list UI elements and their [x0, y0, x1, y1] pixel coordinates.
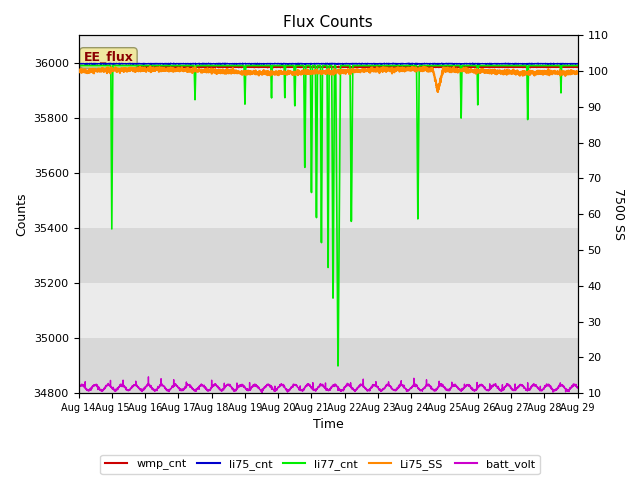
Li75_SS: [132, 69, 140, 75]
wmp_cnt: [132, 65, 140, 71]
X-axis label: Time: Time: [313, 419, 344, 432]
Bar: [79, 173, 578, 228]
Li75_SS: [161, 67, 169, 72]
li75_cnt: [574, 61, 582, 67]
Bar: [79, 118, 578, 173]
Li75_SS: [147, 63, 154, 69]
batt_volt: [145, 374, 152, 380]
batt_volt: [511, 387, 518, 393]
li75_cnt: [161, 60, 169, 66]
Y-axis label: 7500 SS: 7500 SS: [612, 188, 625, 240]
Line: Li75_SS: Li75_SS: [79, 66, 578, 92]
batt_volt: [564, 387, 572, 393]
batt_volt: [161, 384, 169, 390]
batt_volt: [75, 384, 83, 390]
li75_cnt: [75, 61, 83, 67]
li75_cnt: [288, 60, 296, 66]
Li75_SS: [564, 69, 572, 75]
Y-axis label: Counts: Counts: [15, 192, 28, 236]
wmp_cnt: [400, 65, 408, 71]
li75_cnt: [266, 60, 274, 66]
wmp_cnt: [288, 64, 296, 70]
Line: wmp_cnt: wmp_cnt: [79, 66, 578, 68]
Title: Flux Counts: Flux Counts: [283, 15, 373, 30]
wmp_cnt: [75, 64, 83, 70]
batt_volt: [259, 389, 266, 395]
li77_cnt: [288, 63, 296, 69]
li75_cnt: [132, 61, 140, 67]
li77_cnt: [510, 63, 518, 69]
batt_volt: [288, 384, 296, 390]
Li75_SS: [511, 69, 518, 75]
Legend: wmp_cnt, li75_cnt, li77_cnt, Li75_SS, batt_volt: wmp_cnt, li75_cnt, li77_cnt, Li75_SS, ba…: [100, 455, 540, 474]
Bar: [79, 63, 578, 118]
li77_cnt: [266, 63, 274, 69]
Line: li75_cnt: li75_cnt: [79, 63, 578, 64]
batt_volt: [574, 385, 582, 391]
wmp_cnt: [574, 64, 582, 70]
wmp_cnt: [564, 64, 572, 70]
Bar: [79, 283, 578, 338]
li77_cnt: [161, 63, 169, 69]
li77_cnt: [75, 63, 83, 69]
wmp_cnt: [266, 64, 274, 70]
li75_cnt: [511, 60, 518, 66]
batt_volt: [132, 382, 140, 388]
Li75_SS: [288, 70, 296, 76]
li77_cnt: [564, 63, 572, 69]
Text: EE_flux: EE_flux: [83, 51, 133, 64]
wmp_cnt: [511, 64, 518, 70]
Li75_SS: [434, 89, 442, 95]
Bar: [79, 338, 578, 393]
batt_volt: [266, 384, 274, 389]
li77_cnt: [132, 63, 140, 69]
Bar: [79, 228, 578, 283]
Li75_SS: [75, 70, 83, 75]
li77_cnt: [574, 63, 582, 69]
li75_cnt: [564, 61, 572, 67]
li75_cnt: [91, 61, 99, 67]
Li75_SS: [266, 69, 274, 75]
li77_cnt: [334, 363, 342, 369]
Line: batt_volt: batt_volt: [79, 377, 578, 392]
li75_cnt: [438, 60, 445, 66]
Line: li77_cnt: li77_cnt: [79, 66, 578, 366]
wmp_cnt: [280, 63, 288, 69]
Li75_SS: [574, 70, 582, 75]
wmp_cnt: [161, 64, 169, 70]
